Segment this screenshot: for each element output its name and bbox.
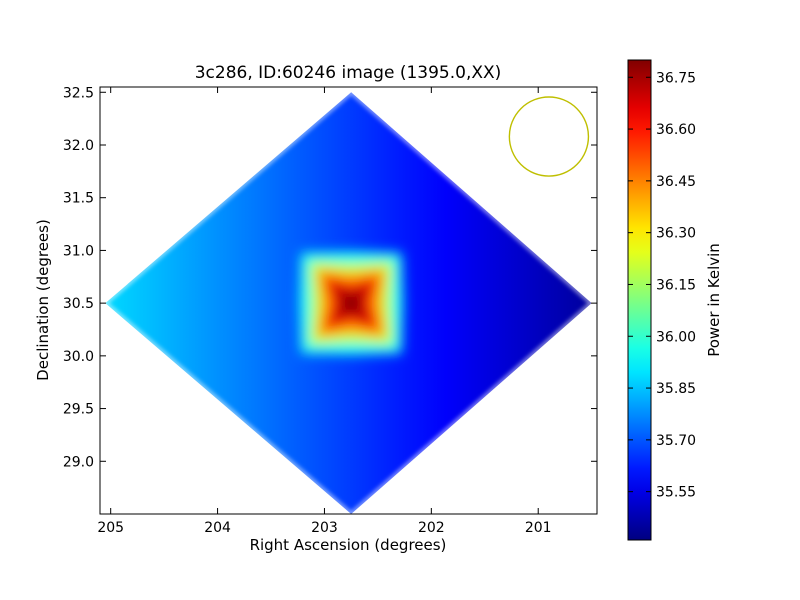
y-axis-ticks: 29.0 29.5 30.0 30.5 31.0 31.5 32.0 32.5 [63,85,597,470]
y-tick-label: 29.0 [63,454,94,470]
colorbar-tick-label: 36.60 [656,122,696,138]
colorbar-tick-label: 36.45 [656,174,696,190]
colorbar-tick-label: 36.75 [656,70,696,86]
x-tick-label: 205 [97,520,124,536]
heatmap-image [102,89,595,514]
source-peak [299,251,404,356]
colorbar: 35.55 35.70 35.85 36.00 36.15 36.30 36.45 36.60… [627,59,696,541]
colorbar-tick-label: 36.00 [656,329,696,345]
chart-title: 3c286, ID:60246 image (1395.0,XX) [195,63,502,83]
heatmap-field [105,92,592,514]
heatmap-edge [102,89,595,514]
colorbar-gradient [627,59,652,541]
axes-frame [99,86,598,515]
colorbar-tick-label: 35.85 [656,381,696,397]
colorbar-tick-label: 36.15 [656,277,696,293]
y-tick-label: 31.0 [63,243,94,259]
x-tick-label: 201 [525,520,552,536]
x-tick-label: 203 [311,520,338,536]
x-tick-label: 202 [418,520,445,536]
y-tick-label: 30.5 [63,296,94,312]
colorbar-tick-label: 35.55 [656,485,696,501]
y-axis-label: Declination (degrees) [34,219,52,381]
y-tick-label: 32.5 [63,85,94,101]
y-tick-label: 30.0 [63,349,94,365]
plot-area: 205 204 203 202 201 29.0 29.5 30.0 30.5 31.0 31.5… [63,85,598,536]
y-tick-label: 29.5 [63,402,94,418]
colorbar-tick-label: 35.70 [656,433,696,449]
colorbar-label: Power in Kelvin [705,243,723,357]
y-tick-label: 31.5 [63,191,94,207]
colorbar-tick-label: 36.30 [656,226,696,242]
colorbar-ticks: 35.55 35.70 35.85 36.00 36.15 36.30 36.45 36.60… [628,70,696,501]
x-axis-ticks: 205 204 203 202 201 [97,87,552,536]
x-axis-label: Right Ascension (degrees) [250,536,447,554]
source-contour [335,287,368,319]
beam-circle [508,96,590,177]
x-tick-label: 204 [204,520,231,536]
y-tick-label: 32.0 [63,138,94,154]
